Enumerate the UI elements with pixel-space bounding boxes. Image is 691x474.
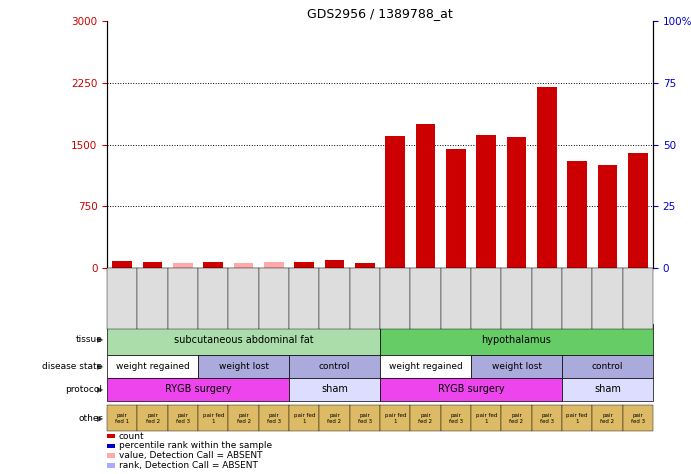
Text: other: other [78, 414, 102, 423]
Text: pair
fed 2: pair fed 2 [328, 413, 341, 424]
Text: value, Detection Call = ABSENT: value, Detection Call = ABSENT [119, 451, 263, 460]
Text: ▶: ▶ [97, 414, 104, 423]
Bar [598, 165, 617, 268]
Text: ▶: ▶ [97, 385, 104, 393]
Text: RYGB surgery: RYGB surgery [437, 384, 504, 394]
Text: percentile rank within the sample: percentile rank within the sample [119, 441, 272, 450]
Bar [416, 124, 435, 268]
Bar [476, 135, 496, 268]
Text: weight regained: weight regained [388, 362, 462, 371]
Text: pair
fed 3: pair fed 3 [176, 413, 190, 424]
Text: pair fed
1: pair fed 1 [567, 413, 588, 424]
Bar [113, 261, 132, 268]
Text: hypothalamus: hypothalamus [482, 335, 551, 345]
Text: pair
fed 2: pair fed 2 [146, 413, 160, 424]
Text: pair
fed 2: pair fed 2 [236, 413, 251, 424]
Text: weight regained: weight regained [115, 362, 189, 371]
Text: tissue: tissue [75, 335, 102, 344]
Bar [628, 153, 647, 268]
Text: pair fed
1: pair fed 1 [384, 413, 406, 424]
Bar [355, 263, 375, 268]
Text: pair
fed 3: pair fed 3 [449, 413, 463, 424]
Text: pair
fed 3: pair fed 3 [358, 413, 372, 424]
Bar [294, 262, 314, 268]
Text: ▶: ▶ [97, 335, 104, 344]
Text: pair
fed 3: pair fed 3 [267, 413, 281, 424]
Text: pair
fed 2: pair fed 2 [600, 413, 614, 424]
Text: pair fed
1: pair fed 1 [202, 413, 224, 424]
Bar [143, 262, 162, 268]
Text: RYGB surgery: RYGB surgery [164, 384, 231, 394]
Text: pair fed
1: pair fed 1 [294, 413, 315, 424]
Bar [264, 262, 284, 268]
Text: pair
fed 2: pair fed 2 [419, 413, 433, 424]
Text: sham: sham [321, 384, 348, 394]
Text: count: count [119, 432, 144, 440]
Text: pair
fed 3: pair fed 3 [631, 413, 645, 424]
Text: disease state: disease state [42, 362, 102, 371]
Text: weight lost: weight lost [218, 362, 269, 371]
Text: ▶: ▶ [97, 362, 104, 371]
Text: weight lost: weight lost [491, 362, 542, 371]
Text: control: control [319, 362, 350, 371]
Text: pair fed
1: pair fed 1 [475, 413, 497, 424]
Text: rank, Detection Call = ABSENT: rank, Detection Call = ABSENT [119, 461, 258, 470]
Bar [446, 149, 466, 268]
Bar [173, 263, 193, 268]
Text: protocol: protocol [65, 385, 102, 393]
Text: pair
fed 3: pair fed 3 [540, 413, 554, 424]
Bar [386, 137, 405, 268]
Bar [203, 262, 223, 268]
Bar [234, 263, 254, 268]
Bar [537, 87, 557, 268]
Title: GDS2956 / 1389788_at: GDS2956 / 1389788_at [307, 7, 453, 20]
Bar [567, 161, 587, 268]
Text: pair
fed 2: pair fed 2 [509, 413, 524, 424]
Bar [507, 137, 527, 268]
Text: subcutaneous abdominal fat: subcutaneous abdominal fat [173, 335, 314, 345]
Text: control: control [591, 362, 623, 371]
Text: pair
fed 1: pair fed 1 [115, 413, 129, 424]
Bar [325, 260, 344, 268]
Text: sham: sham [594, 384, 621, 394]
